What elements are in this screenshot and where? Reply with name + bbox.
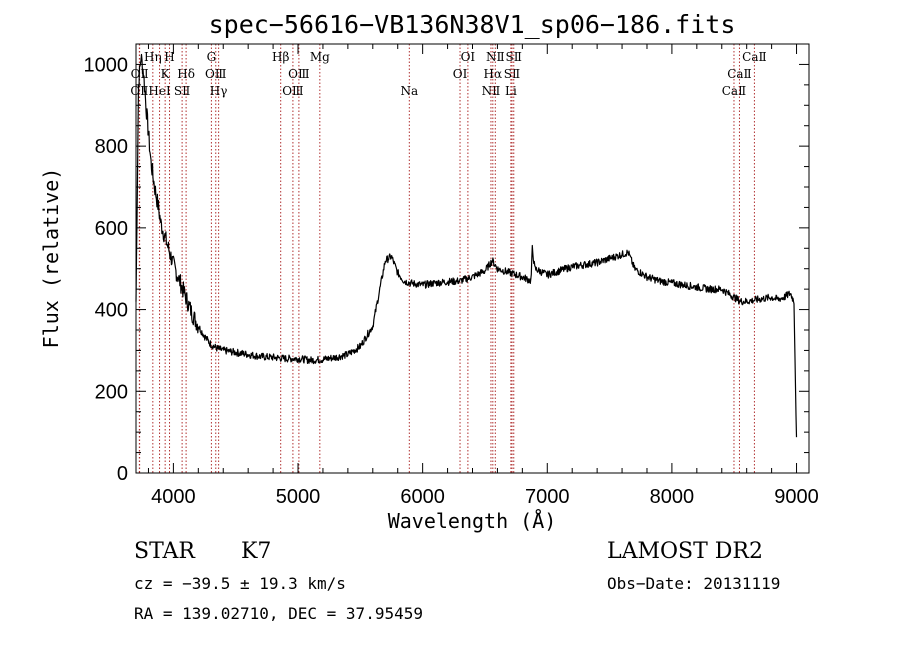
spectral-line-label: NⅡ	[482, 84, 501, 98]
y-tick-label: 600	[95, 218, 128, 240]
spectral-line-label: CaⅡ	[722, 84, 747, 98]
spectral-line-label: Hα	[484, 67, 503, 81]
spectral-line-label: Hδ	[177, 67, 195, 81]
spectral-line-label: Mg	[310, 50, 330, 64]
y-axis-label: Flux (relative)	[39, 168, 63, 349]
redshift-cz: cz = −39.5 ± 19.3 km/s	[134, 574, 346, 593]
chart-title: spec−56616−VB136N38V1_sp06−186.fits	[209, 10, 736, 39]
spectral-line-label: CaⅡ	[742, 50, 767, 64]
spectral-line-label: Li	[505, 84, 517, 98]
axis-tick-labels: 4000 5000 6000 7000 8000 9000 0 200 400 600 800 100…	[84, 54, 819, 508]
spectral-line-label: H	[164, 50, 174, 64]
observation-date: Obs−Date: 20131119	[607, 574, 781, 593]
spectral-line-label: Na	[400, 84, 418, 98]
spectral-line-label: SⅡ	[174, 84, 190, 98]
coordinates: RA = 139.02710, DEC = 37.95459	[134, 604, 423, 623]
spectral-line-label: G	[207, 50, 217, 64]
spectral-line-label: SⅡ	[506, 50, 522, 64]
x-tick-label: 9000	[774, 486, 819, 508]
spectral-line-label: OⅠ	[453, 67, 468, 81]
x-tick-label: 6000	[400, 486, 445, 508]
spectral-line-label: OⅠ	[461, 50, 476, 64]
axis-ticks	[136, 43, 809, 474]
y-tick-label: 200	[95, 381, 128, 403]
y-tick-label: 0	[117, 463, 128, 485]
y-tick-label: 400	[95, 300, 128, 322]
x-tick-label: 5000	[276, 486, 321, 508]
x-tick-label: 8000	[650, 486, 695, 508]
spectral-line-label: NⅡ	[486, 50, 505, 64]
spectral-line-label: OⅢ	[205, 67, 226, 81]
y-tick-label: 800	[95, 136, 128, 158]
spectral-line-label: Hη	[144, 50, 162, 64]
x-tick-label: 7000	[525, 486, 570, 508]
x-tick-label: 4000	[151, 486, 196, 508]
spectral-line-label: Hγ	[210, 84, 228, 98]
object-class: STAR	[134, 539, 195, 564]
x-axis-label: Wavelength (Å)	[388, 509, 557, 533]
spectral-line-label: OⅢ	[282, 84, 303, 98]
y-tick-label: 1000	[84, 54, 129, 76]
flux-series-line	[135, 53, 798, 438]
spectral-line-label: HeⅠ	[148, 84, 171, 98]
survey-name: LAMOST DR2	[607, 539, 763, 564]
spectral-line-label: Hβ	[272, 50, 289, 64]
spectral-line-label: SⅡ	[504, 67, 520, 81]
spectral-line-label: OⅢ	[288, 67, 309, 81]
spectral-line-markers: OⅡOⅡHηHeⅠKHSⅡHδGOⅢHγHβOⅢOⅢMgNaOⅠOⅠNⅡHαNⅡ…	[130, 44, 767, 473]
plot-frame	[135, 43, 810, 474]
spectral-line-label: CaⅡ	[727, 67, 752, 81]
spectral-line-label: K	[161, 67, 171, 81]
object-subclass: K7	[241, 539, 272, 564]
